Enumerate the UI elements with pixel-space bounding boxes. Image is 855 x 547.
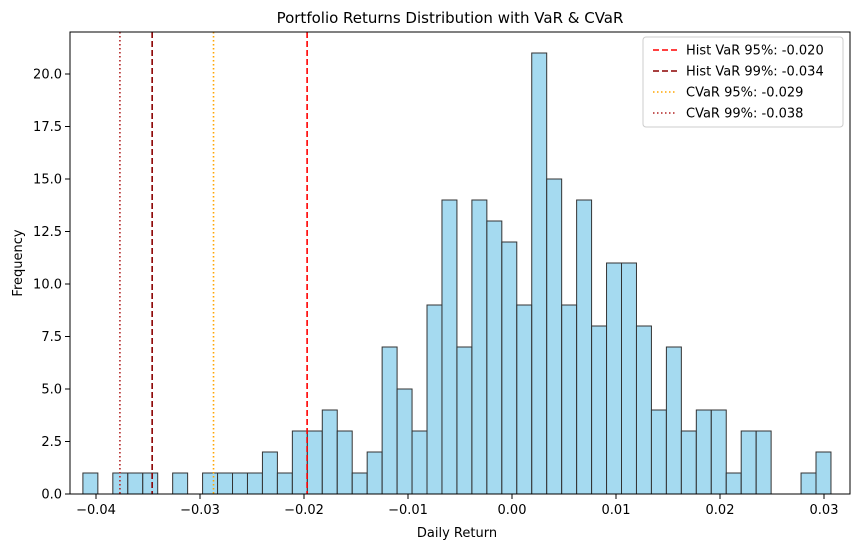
histogram-bar (516, 304, 533, 495)
y-tick-label: 2.5 (41, 435, 62, 450)
histogram-bar (172, 472, 189, 495)
histogram-bar (232, 472, 248, 495)
histogram-bar (381, 346, 398, 495)
legend-box (642, 36, 844, 128)
histogram-bar (815, 451, 832, 495)
histogram-bar (621, 262, 637, 495)
histogram-bar (665, 346, 682, 495)
var-lines (119, 32, 308, 494)
histogram-bar (501, 241, 518, 495)
histogram-bar (426, 304, 443, 495)
y-tick-label: 10.0 (33, 278, 62, 293)
x-tick-label: 0.02 (706, 503, 735, 518)
x-tick-label: −0.04 (76, 503, 116, 518)
histogram-bar (441, 199, 458, 495)
histogram-bar (561, 304, 578, 495)
histogram-bar (650, 409, 667, 495)
chart-title: Portfolio Returns Distribution with VaR … (277, 9, 624, 27)
histogram-bar (82, 472, 99, 495)
x-axis-ticks: −0.04 −0.03 −0.02 −0.01 0.00 0.01 0.02 0.03 (76, 494, 838, 518)
legend-label: Hist VaR 99%: -0.034 (686, 65, 824, 80)
legend-label: CVaR 99%: -0.038 (686, 107, 803, 122)
histogram-bar (261, 451, 278, 495)
x-tick-label: 0.01 (602, 503, 631, 518)
y-tick-label: 20.0 (33, 68, 62, 83)
x-tick-label: −0.01 (388, 503, 428, 518)
histogram-bar (471, 199, 488, 495)
x-tick-label: −0.03 (180, 503, 220, 518)
histogram-bar (710, 409, 727, 495)
histogram-bar (366, 451, 383, 495)
histogram-bar (246, 472, 263, 495)
histogram-bar (591, 325, 608, 495)
legend-label: CVaR 95%: -0.029 (686, 86, 803, 101)
x-tick-label: −0.02 (284, 503, 324, 518)
histogram-bar (321, 409, 338, 495)
histogram-bar (695, 409, 712, 495)
histogram-bar (217, 472, 234, 495)
histogram-bar (291, 430, 308, 495)
histogram-bar (755, 430, 772, 495)
histogram-bar (456, 346, 473, 495)
histogram-bar (142, 472, 159, 495)
histogram-bar (276, 472, 293, 495)
histogram-bar (486, 220, 503, 495)
y-tick-label: 12.5 (33, 225, 62, 240)
y-axis-ticks: 0.0 2.5 5.0 7.5 10.0 12.5 15.0 17.5 20.0 (33, 68, 70, 503)
x-tick-label: 0.03 (810, 503, 839, 518)
histogram-bar (306, 430, 323, 495)
x-tick-label: 0.00 (498, 503, 527, 518)
histogram-bar (740, 430, 757, 495)
legend: Hist VaR 95%: -0.020 Hist VaR 99%: -0.034… (642, 36, 844, 128)
legend-label: Hist VaR 95%: -0.020 (686, 44, 824, 59)
histogram-bar (351, 472, 368, 495)
y-tick-label: 17.5 (33, 120, 62, 135)
histogram-bar (576, 199, 593, 495)
histogram-bar (680, 430, 697, 495)
y-tick-label: 7.5 (41, 330, 62, 345)
histogram-bar (800, 472, 817, 495)
histogram-bar (202, 472, 219, 495)
histogram-bar (127, 472, 144, 495)
y-axis-label: Frequency (11, 229, 26, 296)
histogram-bars (82, 52, 832, 495)
y-tick-label: 5.0 (41, 383, 62, 398)
histogram-bar (531, 52, 548, 495)
histogram-bar (635, 325, 652, 495)
y-tick-label: 15.0 (33, 173, 62, 188)
x-axis-label: Daily Return (417, 526, 497, 541)
histogram-bar (336, 430, 353, 495)
histogram-bar (606, 262, 623, 495)
y-tick-label: 0.0 (41, 488, 62, 503)
histogram-bar (546, 178, 563, 495)
histogram-bar (396, 388, 413, 495)
histogram-bar (411, 430, 428, 495)
histogram-bar (725, 472, 742, 495)
plot-frame (69, 31, 851, 495)
